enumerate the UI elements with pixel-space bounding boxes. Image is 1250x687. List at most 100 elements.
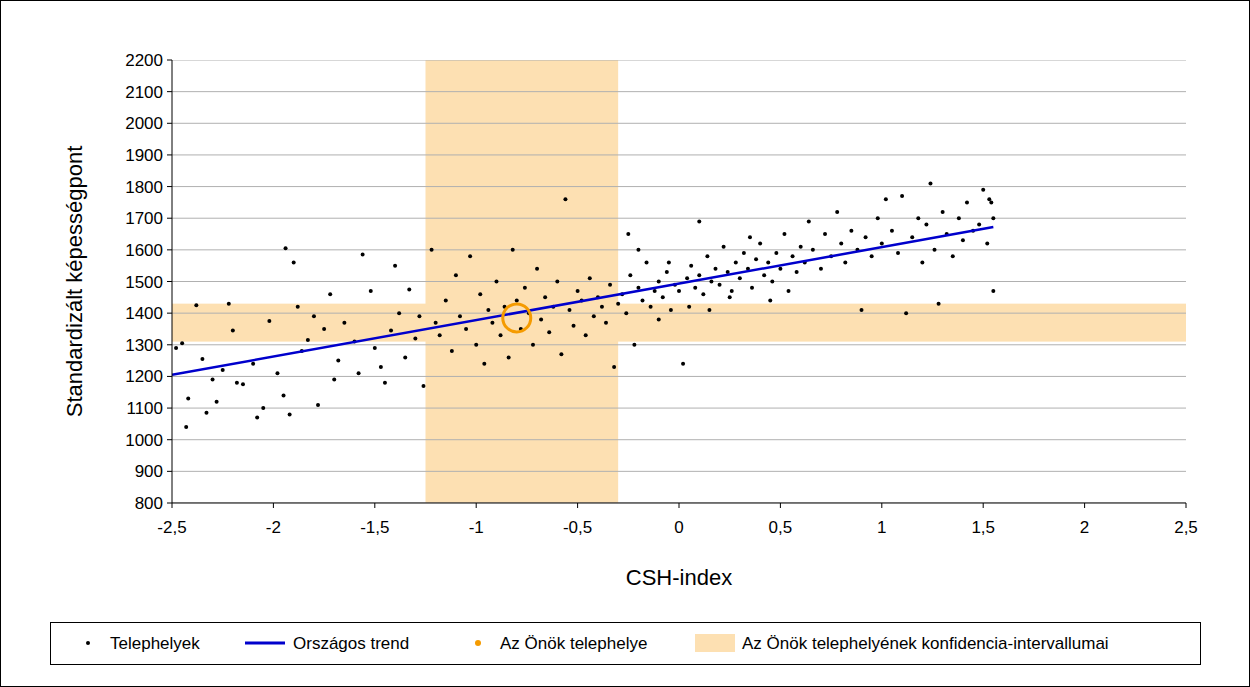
site-point [653, 289, 657, 293]
site-point [369, 289, 373, 293]
y-tick-label: 1100 [126, 399, 163, 418]
y-tick-label: 800 [135, 494, 163, 513]
site-point [507, 355, 511, 359]
y-tick [167, 91, 172, 92]
site-point [261, 406, 265, 410]
site-point [896, 251, 900, 255]
site-point [379, 365, 383, 369]
site-point [357, 371, 361, 375]
site-point [697, 219, 701, 223]
x-tick-label: -2 [266, 518, 281, 537]
legend-marker [695, 634, 735, 652]
site-point [450, 349, 454, 353]
site-point [768, 298, 772, 302]
site-point [701, 292, 705, 296]
site-point [799, 245, 803, 249]
site-point [444, 298, 448, 302]
y-tick-label: 2200 [125, 51, 163, 70]
site-point [669, 308, 673, 312]
site-point [714, 267, 718, 271]
y-tick-label: 1000 [125, 431, 163, 450]
site-point [499, 333, 503, 337]
site-point [200, 357, 204, 361]
site-point [241, 382, 245, 386]
site-point [292, 261, 296, 265]
y-tick [167, 218, 172, 219]
legend-label: Országos trend [293, 634, 409, 653]
site-point [186, 397, 190, 401]
y-tick-label: 1700 [125, 209, 163, 228]
site-point [275, 371, 279, 375]
site-point [754, 257, 758, 261]
site-point [774, 251, 778, 255]
site-point [920, 261, 924, 265]
y-tick-label: 1800 [125, 178, 163, 197]
site-point [454, 273, 458, 277]
site-point [748, 235, 752, 239]
site-point [758, 242, 762, 246]
site-point [791, 254, 795, 258]
site-point [928, 181, 932, 185]
site-point [332, 378, 336, 382]
site-point [211, 378, 215, 382]
y-tick [167, 313, 172, 314]
site-point [890, 229, 894, 233]
site-point [535, 267, 539, 271]
site-point [705, 254, 709, 258]
legend-label: Az Önök telephelyének konfidencia-interv… [742, 634, 1109, 653]
site-point [823, 232, 827, 236]
site-point [709, 280, 713, 284]
site-point [555, 280, 559, 284]
site-point [389, 329, 393, 333]
y-tick [167, 408, 172, 409]
site-point [282, 393, 286, 397]
x-tick-label: -2,5 [157, 518, 186, 537]
legend-marker [245, 642, 285, 645]
grid-line [172, 60, 1186, 61]
x-tick [577, 503, 578, 508]
plot-area [172, 60, 1186, 503]
site-point [464, 327, 468, 331]
site-point [624, 311, 628, 315]
site-point [697, 273, 701, 277]
site-point [284, 246, 288, 250]
x-axis-title: CSH-index [626, 565, 732, 590]
y-tick [167, 439, 172, 440]
site-point [636, 248, 640, 252]
site-point [588, 276, 592, 280]
site-point [989, 200, 993, 204]
site-point [985, 242, 989, 246]
site-point [884, 197, 888, 201]
site-point [531, 343, 535, 347]
x-tick-label: -1,5 [360, 518, 389, 537]
confidence-band-y [172, 304, 1186, 342]
site-point [403, 355, 407, 359]
x-tick-label: -0,5 [563, 518, 592, 537]
site-point [981, 188, 985, 192]
y-tick [167, 123, 172, 124]
site-point [604, 321, 608, 325]
site-point [778, 267, 782, 271]
site-point [685, 276, 689, 280]
site-point [413, 336, 417, 340]
legend-label: Telephelyek [110, 634, 200, 653]
y-tick-label: 1600 [125, 241, 163, 260]
y-tick-label: 1300 [125, 336, 163, 355]
site-point [174, 346, 178, 350]
site-point [567, 308, 571, 312]
site-point [860, 308, 864, 312]
site-point [184, 425, 188, 429]
site-point [693, 286, 697, 290]
y-tick-label: 1400 [125, 304, 163, 323]
x-tick-label: 1,5 [971, 518, 995, 537]
site-point [766, 261, 770, 265]
site-point [961, 238, 965, 242]
site-point [342, 321, 346, 325]
y-tick-label: 2000 [125, 114, 163, 133]
site-point [661, 295, 665, 299]
site-point [251, 362, 255, 366]
grid-line [172, 218, 1186, 219]
site-point [626, 232, 630, 236]
grid-line [172, 376, 1186, 377]
y-tick [167, 154, 172, 155]
